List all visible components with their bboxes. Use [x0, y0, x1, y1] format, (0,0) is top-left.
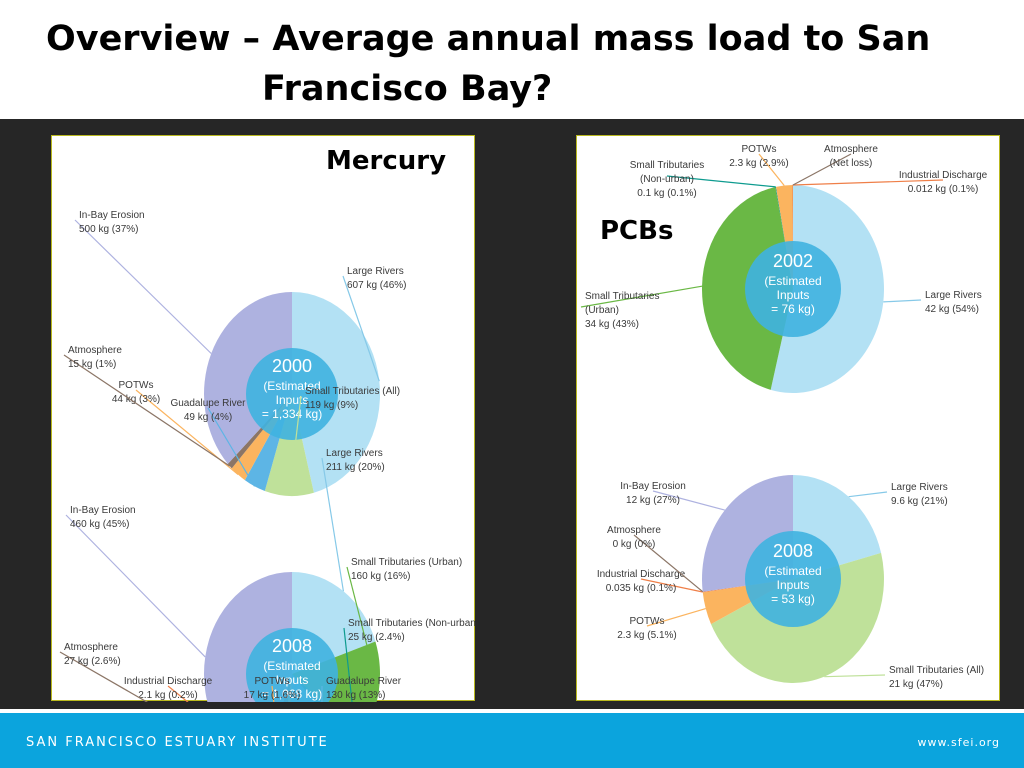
- slice-label-atmosphere: Atmosphere (Net loss): [824, 144, 878, 169]
- footer-website-link[interactable]: www.sfei.org: [917, 736, 1000, 749]
- slice-label-small-tributaries-non-urban: Small Tributaries (Non-urban) 25 kg (2.4%…: [348, 618, 476, 643]
- slice-label-small-tributaries-all: Small Tributaries (All) 119 kg (9%): [305, 386, 400, 411]
- pie-center-disc: [246, 628, 338, 702]
- mercury-label: Mercury: [326, 146, 447, 176]
- leader-line-atmosphere: [633, 534, 704, 593]
- slice-label-small-tributaries-all: Small Tributaries (All) 21 kg (47%): [889, 665, 984, 690]
- title-line-2: Francisco Bay?: [262, 69, 553, 109]
- slice-label-potws: POTWs 2.3 kg (2.9%): [729, 144, 788, 169]
- slice-label-large-rivers: Large Rivers 607 kg (46%): [347, 266, 406, 291]
- leader-line-small-tributaries-urban: [346, 566, 380, 692]
- slice-label-industrial-discharge: Industrial Discharge 0.012 kg (0.1%): [899, 170, 988, 195]
- leader-line-industrial-discharge: [640, 578, 703, 593]
- pcbs-label: PCBs: [600, 216, 674, 246]
- slice-label-guadalupe-river: Guadalupe River 130 kg (13%): [326, 676, 402, 701]
- leader-line-small-tributaries-all: [288, 395, 302, 496]
- leader-line-atmosphere: [63, 354, 231, 467]
- pie-center-text: 2008: [773, 541, 813, 561]
- slice-label-in-bay-erosion: In-Bay Erosion 500 kg (37%): [79, 210, 145, 235]
- pie-center-disc: [246, 348, 338, 440]
- leader-line-large-rivers: [321, 457, 344, 592]
- pie-center-text: = 1,068 kg): [262, 687, 322, 701]
- leader-line-in-bay-erosion: [65, 514, 206, 658]
- pie-center-text: = 76 kg): [771, 302, 815, 316]
- mercury-panel: 2000 (Estimated Inputs = 1,334 kg) Large Riv…: [51, 135, 476, 702]
- slice-label-in-bay-erosion: In-Bay Erosion 460 kg (45%): [70, 505, 136, 530]
- pie-center-text: (Estimated: [764, 564, 821, 578]
- leader-line-in-bay-erosion: [652, 490, 725, 511]
- pie-center-disc: [745, 531, 841, 627]
- slice-label-in-bay-erosion: In-Bay Erosion 12 kg (27%): [620, 481, 686, 506]
- leader-line-guadalupe-river: [207, 407, 256, 487]
- pcbs-panel: 2002 (Estimated Inputs = 76 kg) Large Rivers…: [576, 135, 1000, 701]
- pie-center-text: 2002: [773, 251, 813, 271]
- leader-line-industrial-discharge: [792, 179, 944, 186]
- leader-line-large-rivers: [342, 275, 380, 382]
- leader-line-industrial-discharge: [167, 685, 189, 702]
- title-line-1: Overview – Average annual mass load to S…: [46, 19, 931, 59]
- footer-organization: SAN FRANCISCO ESTUARY INSTITUTE: [26, 735, 329, 750]
- slice-label-industrial-discharge: Industrial Discharge 0.035 kg (0.1%): [597, 569, 686, 594]
- pie-center-text: = 1,334 kg): [262, 407, 322, 421]
- slice-label-potws: POTWs 44 kg (3%): [112, 380, 160, 405]
- pie-center-text: (Estimated: [263, 659, 320, 673]
- leader-line-large-rivers: [883, 299, 922, 303]
- slice-label-small-tributaries: Small Tributaries (Non-urban) 0.1 kg (0.1%…: [630, 160, 704, 199]
- slice-label-guadalupe-river: Guadalupe River 49 kg (4%): [170, 398, 246, 423]
- leader-line-small-tributaries-non-urban: [343, 627, 353, 702]
- pie-center-text: 2000: [272, 356, 312, 376]
- footer-bar: SAN FRANCISCO ESTUARY INSTITUTE www.sfei…: [0, 713, 1024, 768]
- slice-label-atmosphere: Atmosphere 15 kg (1%): [68, 345, 122, 370]
- slice-label-potws: POTWs 2.3 kg (5.1%): [617, 616, 676, 641]
- slice-label-potws: POTWs 17 kg (1.6%): [244, 676, 301, 701]
- leader-line-small-tributaries: [580, 285, 703, 308]
- pie-center-text: Inputs: [276, 673, 309, 687]
- pie-center-text: (Estimated: [764, 274, 821, 288]
- slice-label-small-tributaries-urban: Small Tributaries (Urban) 160 kg (16%): [351, 557, 462, 582]
- slice-label-large-rivers: Large Rivers 42 kg (54%): [925, 290, 982, 315]
- slice-label-atmosphere: Atmosphere 27 kg (2.6%): [64, 642, 121, 667]
- leader-line-small-tributaries: [666, 175, 776, 188]
- pie-center-text: = 53 kg): [771, 592, 815, 606]
- leader-line-potws: [758, 153, 785, 186]
- pie-slice-in-bay-erosion: [204, 292, 292, 464]
- pie-center-text: (Estimated: [263, 379, 320, 393]
- leader-line-potws: [646, 608, 706, 627]
- pie-center-text: 2008: [272, 636, 312, 656]
- page-title: Overview – Average annual mass load to S…: [46, 14, 946, 114]
- leader-line-large-rivers: [848, 491, 888, 498]
- leader-line-atmosphere: [59, 651, 149, 702]
- slice-label-small-tributaries: Small Tributaries (Urban) 34 kg (43%): [585, 291, 659, 330]
- pie-center-text: Inputs: [777, 288, 810, 302]
- pie-slice-small-tributaries-all: [264, 394, 314, 497]
- leader-line-in-bay-erosion: [74, 219, 212, 354]
- leader-line-small-tributaries-all: [824, 674, 886, 678]
- pie-center-disc: [745, 241, 841, 337]
- leader-line-potws: [271, 685, 275, 702]
- leader-line-atmosphere: [792, 153, 852, 186]
- pie-center-text: Inputs: [276, 393, 309, 407]
- slice-label-large-rivers: Large Rivers 211 kg (20%): [326, 448, 385, 473]
- pie-center-text: Inputs: [777, 578, 810, 592]
- slice-label-industrial-discharge: Industrial Discharge 2.1 kg (0.2%): [124, 676, 213, 701]
- slice-label-atmosphere: Atmosphere 0 kg (0%): [607, 525, 661, 550]
- slice-label-large-rivers: Large Rivers 9.6 kg (21%): [891, 482, 948, 507]
